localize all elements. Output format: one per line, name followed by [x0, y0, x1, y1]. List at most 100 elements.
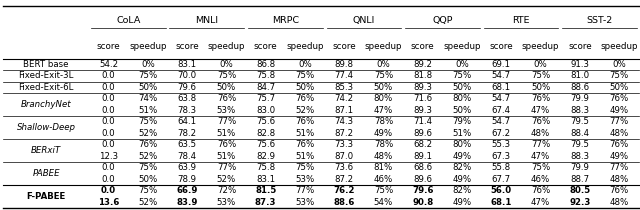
Text: score: score: [254, 42, 278, 51]
Text: 76%: 76%: [531, 94, 550, 103]
Text: 83.1: 83.1: [256, 175, 275, 184]
Text: 75%: 75%: [609, 71, 628, 80]
Text: 49%: 49%: [609, 106, 628, 115]
Text: 81%: 81%: [374, 163, 393, 172]
Text: 53%: 53%: [217, 106, 236, 115]
Text: 75%: 75%: [217, 71, 236, 80]
Text: 0%: 0%: [141, 60, 155, 69]
Text: 13.6: 13.6: [98, 198, 119, 207]
Text: 50%: 50%: [138, 83, 157, 92]
Text: 75%: 75%: [138, 163, 157, 172]
Text: BranchyNet: BranchyNet: [20, 100, 72, 109]
Text: SST-2: SST-2: [586, 16, 612, 25]
Text: 79.5: 79.5: [570, 140, 589, 149]
Text: 68.6: 68.6: [413, 163, 432, 172]
Text: 70.0: 70.0: [177, 71, 196, 80]
Text: 88.4: 88.4: [570, 129, 589, 138]
Text: 0.0: 0.0: [102, 163, 115, 172]
Text: 54.7: 54.7: [492, 71, 511, 80]
Text: 75.7: 75.7: [256, 94, 275, 103]
Text: 0.0: 0.0: [102, 106, 115, 115]
Text: 83.1: 83.1: [177, 60, 196, 69]
Text: 79.9: 79.9: [570, 163, 589, 172]
Text: CoLA: CoLA: [116, 16, 140, 25]
Text: 76%: 76%: [531, 117, 550, 126]
Text: 75%: 75%: [295, 71, 315, 80]
Text: 87.2: 87.2: [335, 175, 354, 184]
Text: score: score: [490, 42, 513, 51]
Text: 75%: 75%: [138, 186, 157, 195]
Text: 75.6: 75.6: [256, 140, 275, 149]
Text: 82%: 82%: [452, 186, 472, 195]
Text: 88.3: 88.3: [570, 152, 589, 161]
Text: speedup: speedup: [129, 42, 166, 51]
Text: 88.3: 88.3: [570, 106, 589, 115]
Text: 76%: 76%: [531, 186, 550, 195]
Text: 0.0: 0.0: [102, 94, 115, 103]
Text: 55.3: 55.3: [492, 140, 511, 149]
Text: 49%: 49%: [609, 152, 628, 161]
Text: speedup: speedup: [207, 42, 245, 51]
Text: 46%: 46%: [374, 175, 393, 184]
Text: speedup: speedup: [600, 42, 638, 51]
Text: 82%: 82%: [452, 163, 472, 172]
Text: 76%: 76%: [217, 94, 236, 103]
Text: 50%: 50%: [138, 175, 157, 184]
Text: 75.6: 75.6: [256, 117, 275, 126]
Text: 48%: 48%: [374, 152, 393, 161]
Text: 75.8: 75.8: [256, 163, 275, 172]
Text: 12.3: 12.3: [99, 152, 118, 161]
Text: 48%: 48%: [609, 175, 628, 184]
Text: 47%: 47%: [531, 152, 550, 161]
Text: 87.2: 87.2: [335, 129, 354, 138]
Text: 47%: 47%: [531, 106, 550, 115]
Text: 52%: 52%: [138, 129, 157, 138]
Text: 54.7: 54.7: [492, 117, 511, 126]
Text: speedup: speedup: [522, 42, 559, 51]
Text: RTE: RTE: [512, 16, 530, 25]
Text: 75.8: 75.8: [256, 71, 275, 80]
Text: 83.0: 83.0: [256, 106, 275, 115]
Text: Shallow-Deep: Shallow-Deep: [17, 123, 76, 132]
Text: 92.3: 92.3: [569, 198, 591, 207]
Text: 73.6: 73.6: [335, 163, 354, 172]
Text: 81.8: 81.8: [413, 71, 432, 80]
Text: 88.7: 88.7: [570, 175, 589, 184]
Text: 77%: 77%: [609, 117, 628, 126]
Text: F-PABEE: F-PABEE: [26, 192, 66, 201]
Text: 0.0: 0.0: [102, 71, 115, 80]
Text: speedup: speedup: [365, 42, 403, 51]
Text: 71.6: 71.6: [413, 94, 432, 103]
Text: 80.5: 80.5: [569, 186, 590, 195]
Text: 83.9: 83.9: [177, 198, 198, 207]
Text: 77.4: 77.4: [335, 71, 354, 80]
Text: 0.0: 0.0: [102, 175, 115, 184]
Text: 78%: 78%: [374, 117, 393, 126]
Text: 50%: 50%: [531, 83, 550, 92]
Text: 77%: 77%: [295, 186, 315, 195]
Text: 78.9: 78.9: [178, 175, 196, 184]
Text: 87.0: 87.0: [335, 152, 354, 161]
Text: 86.8: 86.8: [256, 60, 275, 69]
Text: 71.4: 71.4: [413, 117, 432, 126]
Text: 0%: 0%: [534, 60, 547, 69]
Text: 76%: 76%: [609, 140, 628, 149]
Text: 53%: 53%: [295, 175, 315, 184]
Text: 67.4: 67.4: [492, 106, 511, 115]
Text: 53%: 53%: [217, 198, 236, 207]
Text: 51%: 51%: [217, 152, 236, 161]
Text: 76%: 76%: [217, 140, 236, 149]
Text: 51%: 51%: [138, 106, 157, 115]
Text: 75%: 75%: [452, 71, 472, 80]
Text: 49%: 49%: [452, 152, 472, 161]
Text: QQP: QQP: [432, 16, 452, 25]
Text: BERxiT: BERxiT: [31, 146, 61, 155]
Text: 74.3: 74.3: [335, 117, 354, 126]
Text: 50%: 50%: [217, 83, 236, 92]
Text: 78.2: 78.2: [177, 129, 196, 138]
Text: 78.4: 78.4: [177, 152, 196, 161]
Text: 76%: 76%: [609, 186, 628, 195]
Text: 75%: 75%: [138, 71, 157, 80]
Text: 76%: 76%: [609, 94, 628, 103]
Text: 87.3: 87.3: [255, 198, 276, 207]
